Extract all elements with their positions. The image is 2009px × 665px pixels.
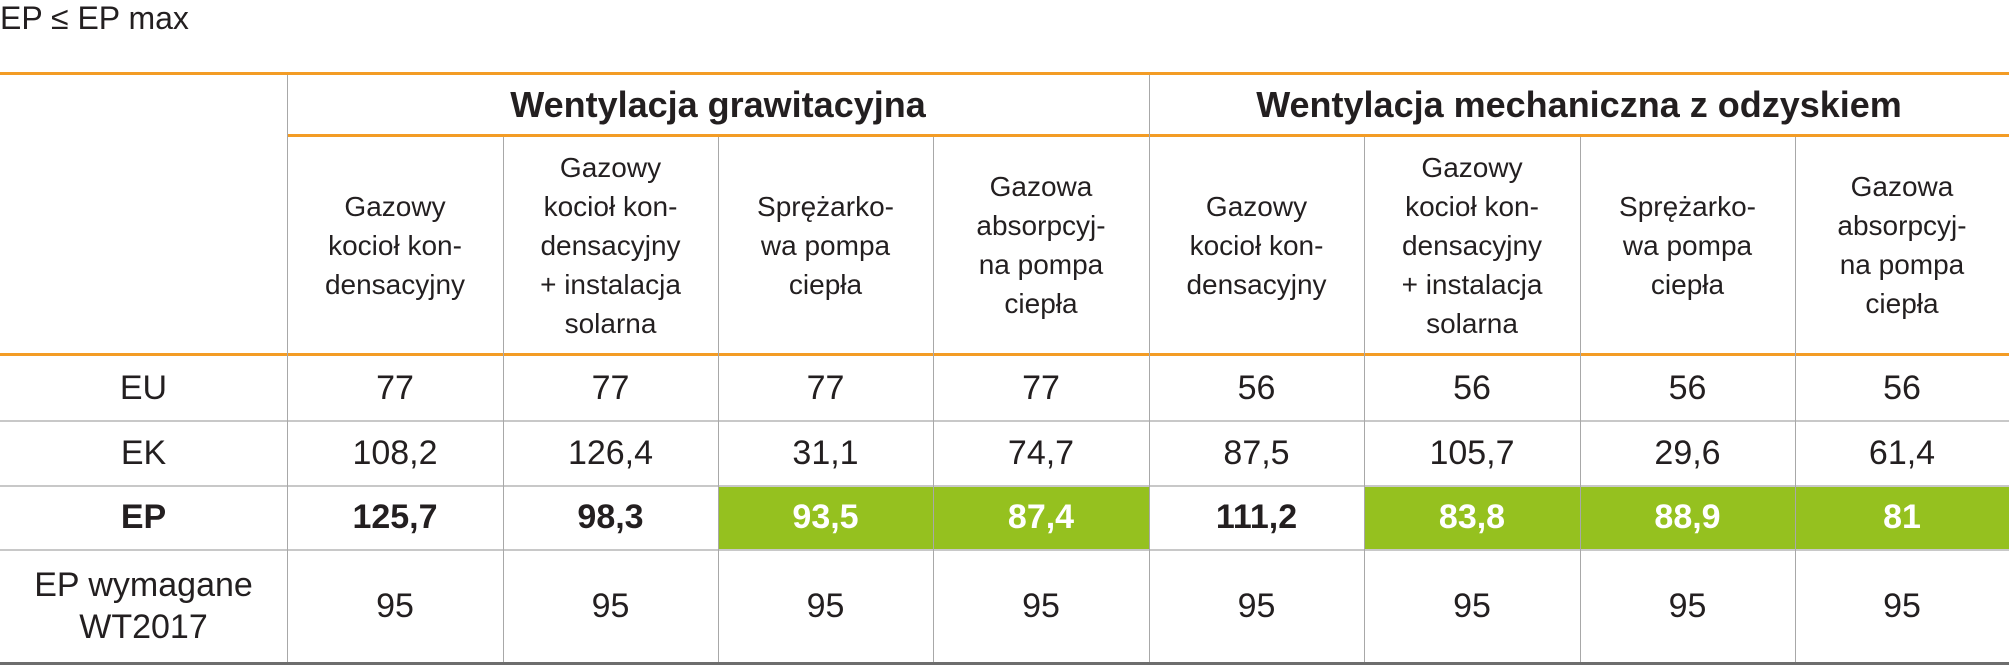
row-divider (0, 549, 2009, 551)
row-label: EK (120, 433, 167, 472)
ep-highlight (1581, 486, 1795, 549)
ep-highlight (719, 486, 933, 549)
table-cell: 87,4 (1007, 498, 1075, 536)
column-divider (503, 137, 504, 662)
table-cell: 95 (1237, 586, 1276, 625)
column-header: Sprężarko- wa pompa ciepła (757, 190, 894, 300)
table-cell: 95 (376, 586, 414, 625)
column-divider (287, 75, 288, 662)
ep-highlight (934, 486, 1149, 549)
table-caption: EP ≤ EP max (0, 0, 189, 36)
column-header: Gazowa absorpcyj- na pompa ciepła (1837, 171, 1967, 319)
table-cell: 56 (1237, 369, 1276, 407)
table-cell: 95 (1453, 586, 1491, 625)
table-cell: 95 (591, 586, 630, 625)
column-divider (1364, 137, 1365, 662)
column-header: Gazowa absorpcyj- na pompa ciepła (976, 171, 1106, 319)
table-cell: 111,2 (1215, 498, 1298, 536)
column-header: Gazowy kocioł kon- densacyjny (324, 190, 466, 300)
ep-highlight (1365, 486, 1580, 549)
table-cell: 105,7 (1429, 433, 1515, 472)
column-header: Gazowy kocioł kon- densacyjny (1186, 190, 1327, 300)
table-cell: 126,4 (567, 433, 654, 472)
table-cell: 125,7 (352, 498, 438, 536)
table-cell: 77 (1022, 369, 1060, 407)
column-header: Gazowy kocioł kon- densacyjny + instalac… (1401, 151, 1543, 339)
group-rule (287, 134, 2009, 137)
table-cell: 95 (1022, 586, 1060, 625)
table-cell: 56 (1453, 369, 1491, 407)
group-header-gravity: Wentylacja grawitacyjna (510, 83, 926, 125)
column-divider (1795, 137, 1796, 662)
table-cell: 95 (1883, 586, 1921, 625)
table-cell: 93,5 (792, 498, 859, 536)
table-cell: 77 (591, 369, 630, 407)
row-divider (0, 485, 2009, 487)
table-cell: 108,2 (352, 433, 438, 472)
table-cell: 77 (376, 369, 414, 407)
header-rule (0, 353, 2009, 356)
table-cell: 29,6 (1654, 433, 1721, 472)
table-cell: 87,5 (1223, 433, 1290, 472)
table-cell: 77 (806, 369, 845, 407)
table-cell: 83,8 (1438, 498, 1506, 536)
table-cell: 56 (1883, 369, 1921, 407)
column-divider (1580, 137, 1581, 662)
table-cell: 95 (1668, 586, 1707, 625)
table-cell: 81 (1883, 498, 1921, 536)
table-cell: 88,9 (1654, 498, 1721, 536)
column-header: Sprężarko- wa pompa ciepła (1619, 190, 1756, 300)
row-divider (0, 420, 2009, 422)
column-divider (718, 137, 719, 662)
table-cell: 56 (1668, 369, 1707, 407)
bottom-rule (0, 662, 2009, 665)
group-header-mechanical: Wentylacja mechaniczna z odzyskiem (1256, 83, 1902, 125)
table-cell: 74,7 (1007, 433, 1075, 472)
column-divider (1149, 75, 1150, 662)
table-cell: 61,4 (1868, 433, 1936, 472)
row-label: EP wymagane WT2017 (34, 565, 253, 646)
table-cell: 98,3 (577, 498, 644, 536)
row-label: EP (120, 498, 167, 536)
table-cell: 95 (806, 586, 845, 625)
column-header: Gazowy kocioł kon- densacyjny + instalac… (540, 151, 681, 339)
table-cell: 31,1 (792, 433, 859, 472)
top-rule (0, 72, 2009, 75)
column-divider (933, 137, 934, 662)
ep-highlight (1796, 486, 2009, 549)
row-label: EU (119, 369, 168, 407)
